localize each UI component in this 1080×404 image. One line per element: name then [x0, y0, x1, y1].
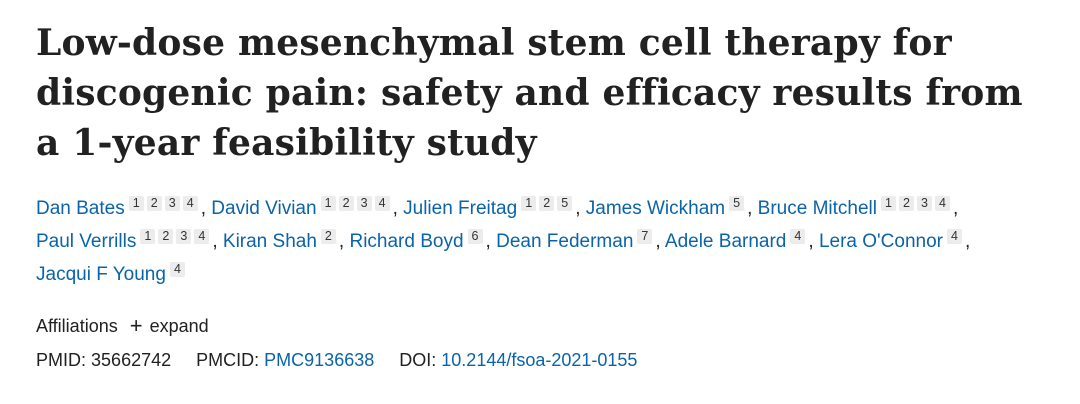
affiliation-ref[interactable]: 1 — [881, 196, 896, 211]
affiliation-ref[interactable]: 4 — [935, 196, 950, 211]
author-item: David Vivian 1 2 3 4, — [211, 196, 403, 219]
affiliation-numbers: 5 — [729, 185, 747, 218]
affiliations-row: Affiliations + expand — [36, 311, 1046, 341]
article-meta: Affiliations + expand PMID: 35662742 PMC… — [36, 311, 1046, 375]
author-item: Adele Barnard 4, — [664, 229, 819, 252]
pmid-label: PMID: — [36, 350, 87, 370]
affiliation-ref[interactable]: 1 — [320, 196, 336, 211]
affiliation-ref[interactable]: 4 — [374, 196, 390, 211]
author-item: Bruce Mitchell 1 2 3 4, — [757, 196, 958, 219]
affiliation-ref[interactable]: 2 — [899, 196, 914, 211]
author-link[interactable]: Dan Bates — [36, 198, 125, 219]
affiliation-ref[interactable]: 2 — [146, 196, 162, 211]
affiliation-ref[interactable]: 4 — [182, 196, 198, 211]
author-link[interactable]: Jacqui F Young — [36, 264, 166, 285]
affiliation-numbers: 4 — [790, 218, 808, 251]
affiliations-expand-button[interactable]: + expand — [130, 311, 209, 341]
plus-icon: + — [129, 313, 143, 338]
doi-label: DOI: — [399, 350, 437, 370]
author-link[interactable]: Paul Verrills — [36, 231, 137, 252]
affiliation-numbers: 4 — [946, 218, 965, 251]
author-item: Richard Boyd 6, — [349, 229, 496, 252]
affiliation-ref[interactable]: 1 — [128, 196, 144, 211]
affiliations-label: Affiliations — [36, 316, 118, 336]
author-link[interactable]: Richard Boyd — [349, 231, 464, 252]
authors-list: Dan Bates 1 2 3 4, David Vivian 1 2 3 4, Julien … — [36, 192, 996, 291]
author-item: Lera O'Connor 4, — [818, 229, 970, 252]
identifiers-row: PMID: 35662742 PMCID: PMC9136638 DOI: 10… — [36, 345, 1046, 375]
doi-link[interactable]: 10.2144/fsoa-2021-0155 — [441, 350, 638, 370]
author-item: Julien Freitag 1 2 5, — [403, 196, 586, 219]
affiliation-ref[interactable]: 2 — [338, 196, 354, 211]
pmcid-link[interactable]: PMC9136638 — [264, 350, 375, 370]
author-link[interactable]: Kiran Shah — [222, 231, 317, 252]
author-item: Dan Bates 1 2 3 4, — [36, 196, 211, 219]
author-link[interactable]: Dean Federman — [496, 231, 634, 252]
affiliation-numbers: 2 — [320, 218, 339, 251]
affiliation-ref[interactable]: 7 — [637, 229, 653, 244]
author-item: Jacqui F Young 4 — [36, 262, 188, 285]
pmid-value: 35662742 — [91, 350, 172, 370]
affiliation-ref[interactable]: 1 — [140, 229, 156, 244]
affiliation-numbers: 4 — [169, 251, 188, 284]
author-link[interactable]: David Vivian — [211, 198, 317, 219]
affiliation-ref[interactable]: 6 — [467, 229, 483, 244]
affiliation-ref[interactable]: 1 — [521, 196, 537, 211]
affiliation-numbers: 6 — [467, 218, 486, 251]
affiliation-ref[interactable]: 4 — [169, 262, 185, 277]
author-item: James Wickham 5, — [585, 196, 758, 219]
expand-label: expand — [149, 316, 209, 336]
author-link[interactable]: James Wickham — [585, 198, 726, 219]
affiliation-ref[interactable]: 3 — [164, 196, 180, 211]
affiliation-ref[interactable]: 2 — [158, 229, 174, 244]
author-link[interactable]: Bruce Mitchell — [757, 198, 877, 219]
author-item: Paul Verrills 1 2 3 4, — [36, 229, 223, 252]
author-link[interactable]: Julien Freitag — [403, 198, 518, 219]
affiliation-numbers: 7 — [637, 218, 655, 251]
affiliation-ref[interactable]: 3 — [917, 196, 932, 211]
affiliation-ref[interactable]: 3 — [356, 196, 372, 211]
affiliation-ref[interactable]: 4 — [790, 229, 806, 244]
affiliation-ref[interactable]: 4 — [194, 229, 210, 244]
affiliation-ref[interactable]: 3 — [176, 229, 192, 244]
affiliation-ref[interactable]: 2 — [320, 229, 336, 244]
affiliation-ref[interactable]: 5 — [557, 196, 573, 211]
article-header: Low-dose mesenchymal stem cell therapy f… — [36, 22, 1046, 375]
article-title: Low-dose mesenchymal stem cell therapy f… — [36, 22, 1023, 164]
author-link[interactable]: Lera O'Connor — [818, 231, 943, 252]
pmcid-label: PMCID: — [196, 350, 260, 370]
affiliation-ref[interactable]: 2 — [539, 196, 555, 211]
author-link[interactable]: Adele Barnard — [664, 231, 787, 252]
affiliation-ref[interactable]: 4 — [946, 229, 962, 244]
affiliation-ref[interactable]: 5 — [729, 196, 745, 211]
author-item: Dean Federman 7, — [496, 229, 665, 252]
author-item: Kiran Shah 2, — [222, 229, 350, 252]
